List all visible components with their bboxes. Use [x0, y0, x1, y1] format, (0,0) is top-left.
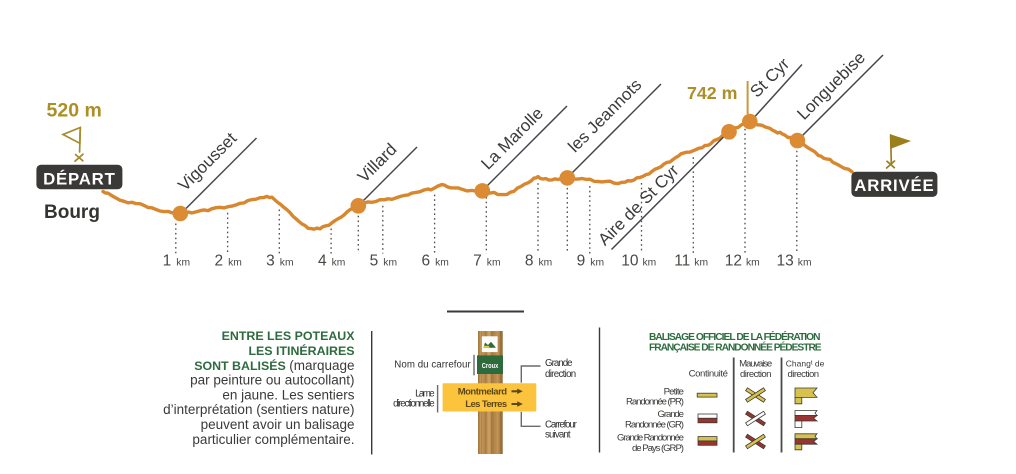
- svg-text:11: 11: [674, 253, 690, 270]
- svg-text:Continuité: Continuité: [689, 368, 728, 379]
- svg-text:km: km: [332, 258, 346, 269]
- svg-text:BALISAGE OFFICIEL DE LA FÉDÉRA: BALISAGE OFFICIEL DE LA FÉDÉRATION: [649, 330, 821, 343]
- svg-text:6: 6: [421, 253, 430, 270]
- svg-text:km: km: [435, 258, 449, 269]
- svg-text:km: km: [383, 258, 397, 269]
- svg-text:km: km: [176, 258, 190, 269]
- svg-text:en jaune. Les sentiers: en jaune. Les sentiers: [222, 387, 354, 402]
- svg-text:Mauvaise: Mauvaise: [739, 358, 772, 369]
- svg-text:Vigousset: Vigousset: [174, 129, 240, 195]
- svg-text:Nom du carrefour: Nom du carrefour: [394, 359, 471, 370]
- svg-text:de Pays (GRP): de Pays (GRP): [632, 443, 684, 454]
- svg-text:direction: direction: [740, 369, 772, 380]
- svg-text:km: km: [746, 258, 760, 269]
- svg-text:742 m: 742 m: [687, 83, 737, 103]
- svg-text:les Jeannots: les Jeannots: [564, 75, 645, 156]
- svg-text:ENTRE LES POTEAUX: ENTRE LES POTEAUX: [222, 329, 356, 343]
- svg-text:km: km: [590, 258, 604, 269]
- svg-text:suivant: suivant: [545, 430, 571, 441]
- svg-text:Les Terres: Les Terres: [465, 399, 507, 410]
- svg-text:km: km: [798, 258, 812, 269]
- svg-text:Grande: Grande: [545, 358, 573, 369]
- svg-text:Croux: Croux: [482, 363, 499, 370]
- svg-text:DÉPART: DÉPART: [43, 169, 116, 188]
- svg-text:5: 5: [370, 253, 379, 270]
- svg-text:1: 1: [163, 253, 172, 270]
- svg-text:SONT BALISÉS (marquage: SONT BALISÉS (marquage: [194, 358, 354, 373]
- svg-text:Randonnée (GR): Randonnée (GR): [625, 420, 684, 431]
- svg-text:Montmelard: Montmelard: [458, 387, 508, 398]
- svg-text:4: 4: [318, 253, 327, 270]
- svg-text:9: 9: [577, 253, 586, 270]
- svg-text:Randonnée (PR): Randonnée (PR): [626, 397, 684, 408]
- svg-text:km: km: [539, 258, 553, 269]
- svg-text:12: 12: [725, 253, 742, 270]
- svg-text:par peinture ou autocollant): par peinture ou autocollant): [190, 373, 354, 388]
- svg-text:Aire de St Cyr: Aire de St Cyr: [594, 161, 682, 249]
- svg-text:13: 13: [777, 253, 794, 270]
- svg-text:Petite: Petite: [664, 386, 684, 397]
- svg-text:St Cyr: St Cyr: [746, 54, 793, 101]
- svg-text:directionnelle: directionnelle: [393, 399, 435, 410]
- svg-text:particulier complémentaire.: particulier complémentaire.: [192, 432, 354, 447]
- svg-text:direction: direction: [545, 369, 576, 380]
- svg-text:km: km: [280, 258, 294, 269]
- svg-text:10: 10: [621, 253, 639, 270]
- svg-text:La Marolle: La Marolle: [477, 104, 547, 174]
- svg-text:ARRIVÉE: ARRIVÉE: [854, 176, 934, 195]
- svg-text:peuvent avoir un balisage: peuvent avoir un balisage: [201, 417, 355, 432]
- svg-text:km: km: [487, 258, 501, 269]
- svg-text:Villard: Villard: [354, 140, 401, 187]
- svg-text:LES ITINÉRAIRES: LES ITINÉRAIRES: [248, 343, 354, 358]
- svg-text:520 m: 520 m: [47, 100, 102, 122]
- svg-text:direction: direction: [788, 369, 820, 380]
- svg-text:km: km: [643, 258, 657, 269]
- svg-text:km: km: [228, 258, 242, 269]
- svg-text:Carrefour: Carrefour: [545, 420, 578, 431]
- svg-text:km: km: [694, 258, 708, 269]
- svg-text:Changt de: Changt de: [786, 358, 825, 368]
- svg-text:Grande Randonnée: Grande Randonnée: [617, 433, 684, 444]
- svg-text:2: 2: [214, 253, 223, 270]
- svg-text:Longuebise: Longuebise: [793, 48, 869, 124]
- svg-text:3: 3: [266, 253, 275, 270]
- svg-text:Lame: Lame: [415, 388, 435, 399]
- svg-text:Grande: Grande: [658, 409, 685, 420]
- svg-text:Bourg: Bourg: [44, 202, 100, 223]
- svg-text:8: 8: [525, 253, 534, 270]
- svg-text:d’interprétation (sentiers nat: d’interprétation (sentiers nature): [163, 402, 354, 417]
- svg-text:7: 7: [473, 253, 482, 270]
- svg-text:FRANÇAISE DE RANDONNÉE PÉDESTR: FRANÇAISE DE RANDONNÉE PÉDESTRE: [649, 341, 822, 354]
